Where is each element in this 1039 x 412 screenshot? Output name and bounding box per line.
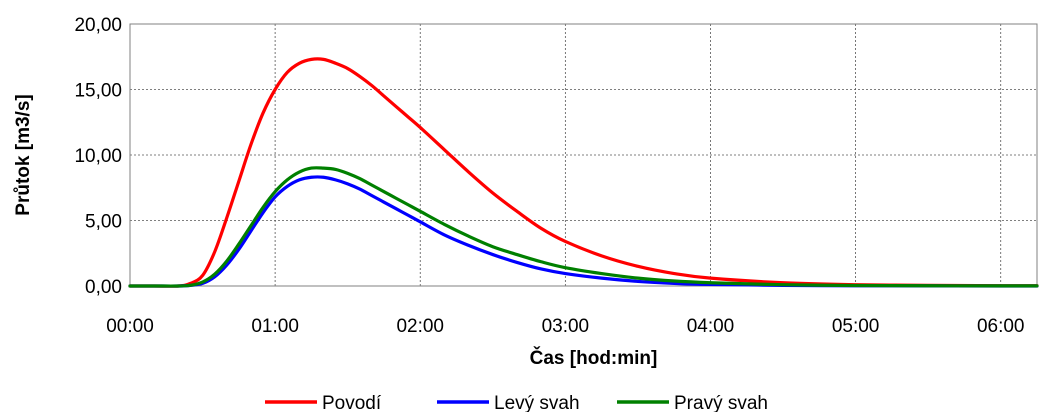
x-tick-label: 04:00 (687, 316, 735, 337)
series-line-2 (128, 166, 1039, 288)
x-tick-label: 05:00 (832, 316, 880, 337)
series-lines (128, 57, 1039, 288)
series-line-0 (128, 57, 1039, 288)
y-tick-label: 20,00 (74, 15, 122, 36)
x-tick-label: 02:00 (396, 316, 444, 337)
x-tick-label: 00:00 (106, 316, 154, 337)
legend-label-1: Levý svah (494, 393, 580, 412)
grid (129, 23, 1037, 287)
y-tick-label: 0,00 (85, 277, 122, 298)
legend: Povodí Levý svah Pravý svah (265, 393, 768, 412)
x-tick-label: 06:00 (977, 316, 1025, 337)
plot-area-frame (129, 23, 1038, 287)
x-tick-label: 01:00 (251, 316, 299, 337)
x-axis-title: Čas [hod:min] (530, 347, 658, 369)
legend-label-0: Povodí (322, 393, 382, 412)
y-tick-label: 10,00 (74, 146, 122, 167)
y-tick-label: 5,00 (85, 212, 122, 233)
legend-label-2: Pravý svah (674, 393, 768, 412)
y-axis-ticks: 0,00 5,00 10,00 15,00 20,00 (74, 15, 122, 298)
series-line-1 (128, 175, 1039, 288)
x-tick-label: 03:00 (542, 316, 590, 337)
y-axis-title: Průtok [m3/s] (13, 94, 34, 215)
y-tick-label: 15,00 (74, 81, 122, 102)
x-axis-ticks: 00:00 01:00 02:00 03:00 04:00 05:00 06:00 (106, 316, 1024, 337)
